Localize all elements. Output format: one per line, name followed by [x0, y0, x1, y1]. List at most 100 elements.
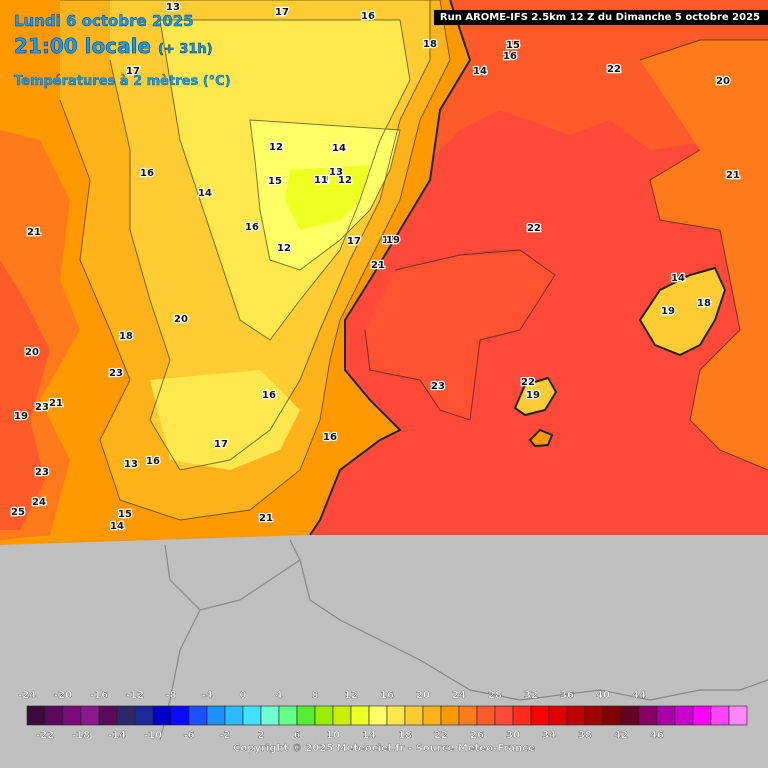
temperature-label: 19: [661, 306, 675, 317]
temperature-label: 15: [268, 176, 282, 187]
legend-swatch: [62, 705, 82, 726]
temperature-label: 16: [503, 51, 517, 62]
legend-tick-top: 24: [452, 690, 466, 701]
temperature-label: 20: [25, 347, 39, 358]
legend-swatch: [224, 705, 244, 726]
legend-tick-bottom: 38: [578, 730, 592, 741]
island-mallorca: [638, 266, 727, 357]
legend-tick-bottom: 2: [257, 730, 265, 741]
legend-swatch: [548, 705, 568, 726]
legend-tick-top: -24: [17, 690, 37, 701]
temperature-label: 21: [27, 227, 41, 238]
temperature-label: 11: [314, 175, 328, 186]
legend-swatch: [26, 705, 46, 726]
legend-swatch: [206, 705, 226, 726]
legend-tick-top: 32: [524, 690, 538, 701]
legend-swatch: [188, 705, 208, 726]
island-ibiza: [513, 376, 558, 417]
legend-tick-bottom: 34: [542, 730, 556, 741]
temperature-label: 13: [329, 167, 343, 178]
temperature-label: 15: [506, 40, 520, 51]
temperature-label: 22: [527, 223, 541, 234]
legend-swatch: [242, 705, 262, 726]
legend-swatch: [728, 705, 748, 726]
legend-swatch: [80, 705, 100, 726]
legend-tick-top: 40: [596, 690, 610, 701]
variable-title: Températures à 2 mètres (°C): [14, 74, 231, 89]
temperature-label: 25: [11, 507, 25, 518]
copyright: Copyright © 2025 Meteociel.fr - Source M…: [233, 743, 535, 754]
temperature-label: 18: [423, 39, 437, 50]
legend-swatch: [152, 705, 172, 726]
temperature-label: 17: [275, 7, 289, 18]
lead-time: (+ 31h): [157, 42, 213, 58]
legend-tick-top: -20: [53, 690, 73, 701]
legend-swatch: [332, 705, 352, 726]
legend-swatch: [494, 705, 514, 726]
temperature-label: 20: [174, 314, 188, 325]
legend-swatch: [584, 705, 604, 726]
forecast-time: 21:00 locale (+ 31h): [14, 34, 213, 59]
legend-tick-top: 8: [311, 690, 319, 701]
island-formentera: [528, 428, 554, 448]
legend-swatch: [602, 705, 622, 726]
legend-tick-top: 4: [275, 690, 283, 701]
temperature-label: 16: [245, 222, 259, 233]
legend-swatch: [638, 705, 658, 726]
legend-swatch: [620, 705, 640, 726]
legend-swatch: [296, 705, 316, 726]
run-info-badge: Run AROME-IFS 2.5km 12 Z du Dimanche 5 o…: [433, 10, 768, 25]
temperature-label: 23: [35, 402, 49, 413]
legend-tick-bottom: 18: [398, 730, 412, 741]
legend-tick-top: 0: [239, 690, 247, 701]
legend-swatch: [530, 705, 550, 726]
legend-tick-bottom: 26: [470, 730, 484, 741]
legend-swatch: [476, 705, 496, 726]
legend-swatch: [386, 705, 406, 726]
legend-tick-bottom: 14: [362, 730, 376, 741]
temperature-label: 14: [315, 175, 329, 186]
temperature-label: 14: [110, 521, 124, 532]
legend-tick-top: -4: [201, 690, 213, 701]
legend-swatch: [44, 705, 64, 726]
legend-tick-bottom: 10: [326, 730, 340, 741]
land-west-edge2: [0, 260, 50, 530]
legend-swatch: [98, 705, 118, 726]
temperature-label: 21: [259, 513, 273, 524]
sea-patch-22: [380, 0, 768, 160]
legend-tick-top: 28: [488, 690, 502, 701]
legend-tick-top: -8: [165, 690, 177, 701]
temperature-label: 16: [361, 11, 375, 22]
legend-tick-bottom: -10: [143, 730, 163, 741]
temperature-label: 16: [140, 168, 154, 179]
legend-tick-top: 12: [344, 690, 358, 701]
temperature-label: 13: [166, 2, 180, 13]
legend-swatch: [710, 705, 730, 726]
sea-patch-21-east: [640, 40, 768, 470]
legend-tick-bottom: -14: [107, 730, 127, 741]
legend-swatch: [350, 705, 370, 726]
temperature-label: 22: [607, 64, 621, 75]
legend-swatch: [566, 705, 586, 726]
land-interior-10: [285, 165, 370, 230]
temperature-label: 12: [269, 142, 283, 153]
legend-swatch: [314, 705, 334, 726]
legend-swatch: [260, 705, 280, 726]
coastline: [309, 0, 472, 536]
temperature-label: 21: [726, 170, 740, 181]
legend-swatch: [278, 705, 298, 726]
temperature-label: 14: [473, 66, 487, 77]
temperature-label: 12: [338, 175, 352, 186]
legend-tick-bottom: 46: [650, 730, 664, 741]
time-label: 21:00 locale: [14, 34, 152, 59]
legend-swatch: [692, 705, 712, 726]
legend-tick-top: 20: [416, 690, 430, 701]
legend-tick-top: 36: [560, 690, 574, 701]
contour-lines: [59, 0, 768, 521]
sea-patch-22b: [365, 250, 555, 420]
temperature-label: 23: [431, 381, 445, 392]
legend-tick-bottom: -2: [219, 730, 231, 741]
temperature-label: 19: [14, 411, 28, 422]
legend-swatch: [170, 705, 190, 726]
